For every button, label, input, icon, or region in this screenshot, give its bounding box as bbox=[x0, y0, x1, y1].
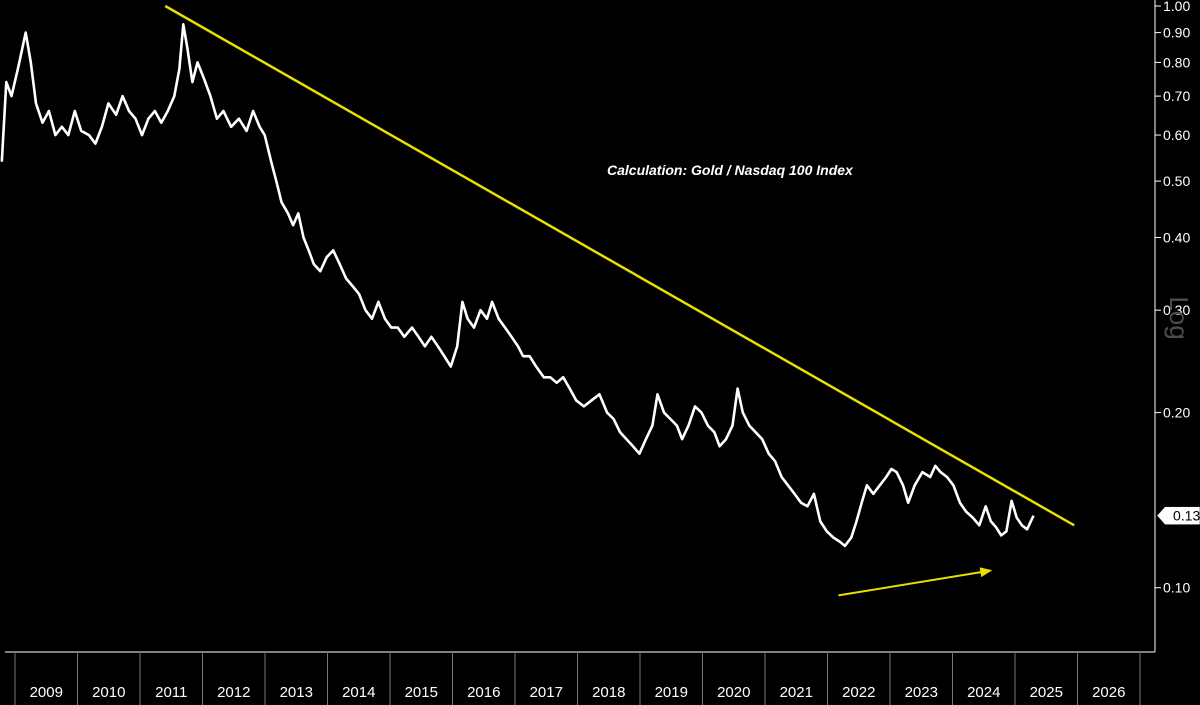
x-tick-label: 2015 bbox=[405, 684, 438, 701]
last-value-tag: 0.13 bbox=[1156, 506, 1200, 525]
x-axis: 2009 2010 2011 2012 2013 2014 2015 2016 2017 2018… bbox=[5, 651, 1155, 705]
rising-lows-arrow bbox=[838, 567, 993, 597]
x-tick-label: 2013 bbox=[280, 684, 313, 701]
x-tick-label: 2016 bbox=[467, 684, 500, 701]
x-tick-label: 2020 bbox=[717, 684, 750, 701]
y-tick-label: 0.90 bbox=[1163, 25, 1190, 41]
y-tick-label: 0.20 bbox=[1163, 405, 1190, 421]
series-layer bbox=[0, 23, 1035, 548]
x-tick-label: 2009 bbox=[30, 684, 63, 701]
calculation-annotation: Calculation: Gold / Nasdaq 100 Index bbox=[607, 162, 854, 178]
x-tick-label: 2018 bbox=[592, 684, 625, 701]
x-tick-label: 2010 bbox=[92, 684, 125, 701]
y-tick-label: 0.50 bbox=[1163, 173, 1190, 189]
y-tick-label: 1.00 bbox=[1163, 0, 1190, 14]
y-tick-label: 0.60 bbox=[1163, 127, 1190, 143]
x-tick-label: 2019 bbox=[655, 684, 688, 701]
x-tick-label: 2021 bbox=[780, 684, 813, 701]
y-tick-label: 0.30 bbox=[1163, 302, 1190, 318]
x-tick-label: 2026 bbox=[1092, 684, 1125, 701]
x-tick-label: 2022 bbox=[842, 684, 875, 701]
last-value-label: 0.13 bbox=[1173, 508, 1200, 524]
y-axis: 1.00 0.90 0.80 0.70 0.60 0.50 0.40 0.30 0.20 0.10 bbox=[1154, 0, 1190, 652]
last-value-marker bbox=[1156, 506, 1200, 525]
x-tick-label: 2012 bbox=[217, 684, 250, 701]
x-tick-label: 2024 bbox=[967, 684, 1000, 701]
x-tick-label: 2017 bbox=[530, 684, 563, 701]
y-tick-label: 0.80 bbox=[1163, 54, 1190, 70]
x-tick-label: 2014 bbox=[342, 684, 375, 701]
y-tick-label: 0.70 bbox=[1163, 88, 1190, 104]
y-tick-label: 0.10 bbox=[1163, 580, 1190, 596]
falling-resistance-trendline bbox=[164, 4, 1075, 527]
gold-nasdaq-ratio-line bbox=[0, 23, 1035, 548]
x-tick-label: 2011 bbox=[155, 684, 187, 701]
x-tick-label: 2023 bbox=[905, 684, 938, 701]
trendline-layer bbox=[164, 4, 1075, 597]
log-scale-label: Log bbox=[1164, 296, 1194, 339]
x-tick-label: 2025 bbox=[1030, 684, 1063, 701]
y-tick-label: 0.40 bbox=[1163, 229, 1190, 245]
